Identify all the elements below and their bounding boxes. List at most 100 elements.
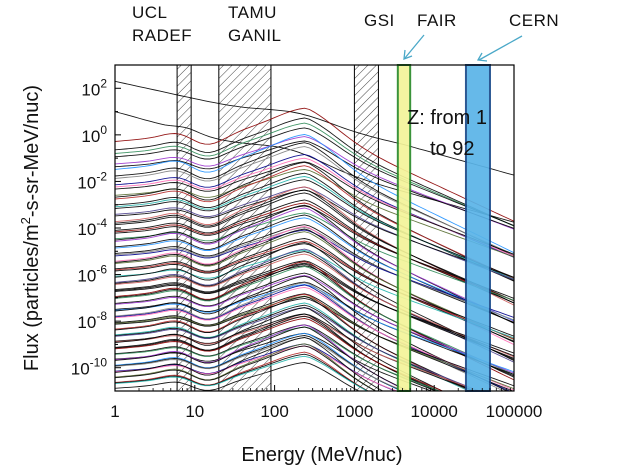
flux-curve-z6 bbox=[115, 127, 514, 227]
y-tick-base: 10 bbox=[77, 313, 96, 332]
flux-curve-z28 bbox=[115, 205, 514, 299]
flux-curve-z86 bbox=[115, 337, 384, 391]
y-tick-exponent: 0 bbox=[100, 123, 107, 137]
flux-curve-z83 bbox=[115, 337, 406, 391]
flux-curve-z14 bbox=[115, 161, 514, 255]
flux-curve-z24 bbox=[115, 189, 514, 304]
facility-label-tamu-line1: TAMU bbox=[228, 3, 277, 22]
flux-curve-z7 bbox=[115, 136, 514, 230]
y-tick-base: 10 bbox=[77, 267, 96, 286]
flux-curve-z73 bbox=[115, 313, 438, 391]
y-tick-label--2: 10-2 bbox=[77, 169, 107, 192]
x-tick-label-1000: 1000 bbox=[335, 402, 373, 421]
z-annotation-to: to bbox=[430, 138, 452, 160]
flux-curve-z71 bbox=[115, 315, 481, 391]
z-annotation-line2: to 92 bbox=[430, 138, 475, 160]
y-tick-label--4: 10-4 bbox=[77, 216, 107, 239]
flux-curve-z75 bbox=[115, 318, 444, 391]
flux-curve-z40 bbox=[115, 238, 514, 342]
flux-curve-z57 bbox=[115, 283, 514, 373]
flux-curve-z62 bbox=[115, 293, 514, 391]
beam-bands bbox=[396, 64, 491, 392]
flux-curve-z9 bbox=[115, 134, 514, 254]
flux-curve-z74 bbox=[115, 315, 441, 391]
flux-curve-z31 bbox=[115, 207, 514, 322]
flux-curve-z80 bbox=[115, 326, 410, 391]
cern-band bbox=[464, 64, 491, 392]
y-axis-label-sup: 2 bbox=[18, 217, 33, 224]
flux-curve-z88 bbox=[115, 345, 377, 391]
y-tick-label-2: 102 bbox=[81, 76, 107, 99]
facility-label-ucl-line1: UCL bbox=[132, 3, 168, 22]
facility-label-cern: CERN bbox=[509, 11, 559, 30]
flux-curve-z20 bbox=[115, 179, 514, 278]
flux-curve-z64 bbox=[115, 297, 514, 387]
y-tick-exponent: -4 bbox=[96, 216, 107, 230]
flux-curve-z8 bbox=[115, 140, 514, 229]
x-tick-label-1: 1 bbox=[110, 402, 119, 421]
y-tick-label--6: 10-6 bbox=[77, 263, 107, 286]
flux-curve-z11 bbox=[115, 146, 514, 255]
flux-curve-z22 bbox=[115, 189, 514, 279]
y-tick-label--10: 10-10 bbox=[71, 356, 108, 379]
flux-curve-z53 bbox=[115, 266, 514, 375]
fair-arrow bbox=[403, 34, 425, 60]
flux-curve-z85 bbox=[115, 345, 398, 391]
y-tick-exponent: -10 bbox=[90, 356, 108, 370]
y-tick-base: 10 bbox=[71, 360, 90, 379]
flux-curve-z90 bbox=[115, 353, 369, 391]
flux-curve-z76 bbox=[115, 324, 437, 391]
z-annotation-92: 92 bbox=[452, 138, 474, 160]
flux-curve-z4 bbox=[115, 117, 514, 227]
flux-curve-z34 bbox=[115, 224, 514, 323]
axis-ticks: 1 10 100 1000 10000 10000010210010-210-410-61… bbox=[71, 64, 542, 421]
flux-curve-z39 bbox=[115, 231, 514, 341]
flux-curve-z44 bbox=[115, 241, 514, 362]
flux-curve-z55 bbox=[115, 275, 514, 374]
flux-curve-z72 bbox=[115, 307, 444, 391]
flux-curve-z27 bbox=[115, 202, 514, 302]
flux-curve-z25 bbox=[115, 192, 514, 302]
y-tick-base: 10 bbox=[81, 80, 100, 99]
flux-curve-z26 bbox=[115, 199, 514, 304]
flux-curves bbox=[115, 80, 514, 391]
y-tick-label-0: 100 bbox=[81, 123, 107, 146]
flux-curve-z3 bbox=[115, 107, 514, 222]
flux-curve-z45 bbox=[115, 248, 514, 363]
flux-curve-z17 bbox=[115, 165, 514, 280]
facility-label-fair: FAIR bbox=[417, 11, 457, 30]
y-tick-base: 10 bbox=[77, 220, 96, 239]
flux-curve-z77 bbox=[115, 326, 441, 391]
flux-curve-z46 bbox=[115, 251, 514, 361]
y-tick-base: 10 bbox=[77, 173, 96, 192]
x-tick-label-10: 10 bbox=[185, 402, 204, 421]
facility-label-gsi: GSI bbox=[364, 11, 395, 30]
flux-curve-z5 bbox=[115, 122, 514, 227]
y-tick-label--8: 10-8 bbox=[77, 309, 107, 332]
cern-arrow bbox=[476, 35, 523, 62]
x-tick-label-100: 100 bbox=[260, 402, 288, 421]
z-annotation-line1: Z: from 1 bbox=[407, 107, 487, 129]
flux-curve-z50 bbox=[115, 265, 514, 354]
y-tick-exponent: -8 bbox=[96, 309, 107, 323]
flux-curve-z35 bbox=[115, 226, 514, 321]
y-tick-base: 10 bbox=[81, 127, 100, 146]
flux-curve-z92 bbox=[115, 362, 360, 391]
flux-curve-z1 bbox=[115, 80, 514, 176]
y-tick-exponent: 2 bbox=[100, 76, 107, 90]
flux-curve-z87 bbox=[115, 343, 377, 391]
flux-curve-z82 bbox=[115, 335, 404, 391]
flux-curve-z63 bbox=[115, 295, 514, 390]
flux-curve-z89 bbox=[115, 351, 369, 391]
flux-curve-z19 bbox=[115, 176, 514, 280]
y-tick-exponent: -6 bbox=[96, 263, 107, 277]
flux-curve-z69 bbox=[115, 307, 481, 391]
y-axis-label-part2: -s-sr-MeV/nuc) bbox=[21, 85, 43, 217]
flux-curve-z91 bbox=[115, 355, 369, 391]
y-axis-label: Flux (particles/m2-s-sr-MeV/nuc) bbox=[18, 85, 43, 371]
x-tick-label-10000: 10000 bbox=[411, 402, 458, 421]
flux-curve-z79 bbox=[115, 324, 409, 391]
flux-curve-z21 bbox=[115, 186, 514, 281]
